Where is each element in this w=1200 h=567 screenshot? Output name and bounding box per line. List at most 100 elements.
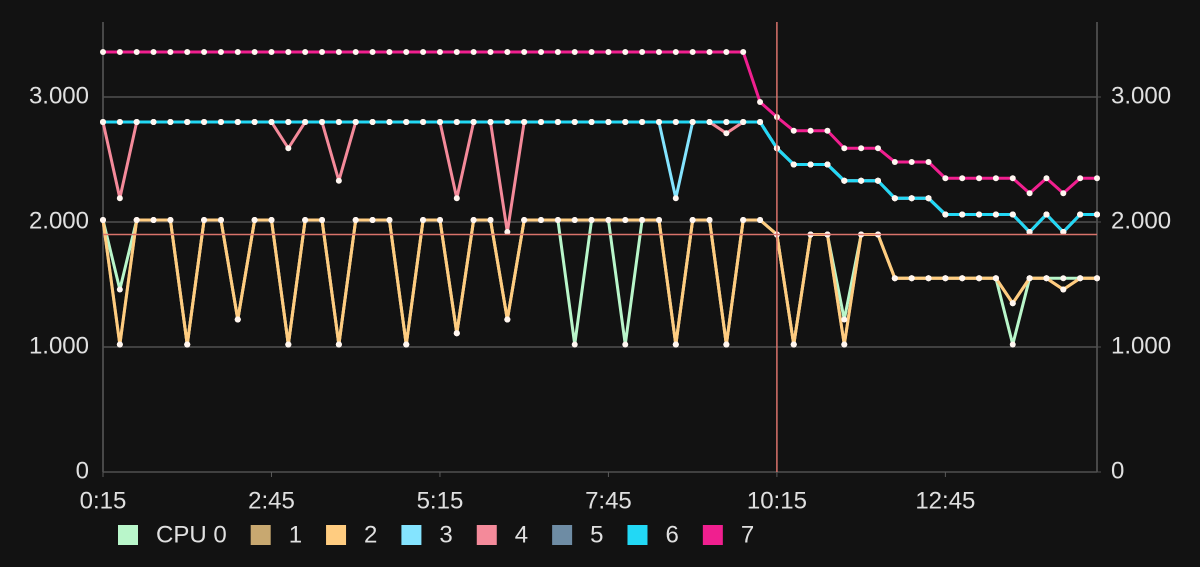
data-point xyxy=(1009,341,1016,348)
data-point xyxy=(1026,190,1033,197)
data-point xyxy=(167,119,174,125)
data-point xyxy=(992,275,999,282)
data-point xyxy=(841,341,848,348)
data-point xyxy=(908,159,915,165)
data-point xyxy=(976,275,983,282)
y2-tick-label: 0 xyxy=(1111,457,1124,484)
data-point xyxy=(403,341,410,348)
data-point xyxy=(521,49,528,55)
data-point xyxy=(740,119,747,125)
data-point xyxy=(655,119,662,125)
data-point xyxy=(335,341,342,348)
data-point xyxy=(757,217,764,223)
data-point xyxy=(133,49,140,55)
data-point xyxy=(976,211,983,218)
data-point xyxy=(740,49,747,55)
data-point xyxy=(436,49,443,55)
data-point xyxy=(285,341,292,348)
data-point xyxy=(740,217,747,223)
data-point xyxy=(335,119,342,125)
data-point xyxy=(622,341,629,348)
x-tick-label: 7:45 xyxy=(585,487,632,514)
data-point xyxy=(622,119,629,125)
data-point xyxy=(942,275,949,282)
y-tick-label: 3.000 xyxy=(29,82,89,109)
data-point xyxy=(639,119,646,125)
data-point xyxy=(1009,300,1016,307)
data-point xyxy=(100,217,106,223)
data-point xyxy=(622,49,629,55)
y2-tick-label: 2.000 xyxy=(1111,207,1171,234)
data-point xyxy=(150,217,157,223)
data-point xyxy=(858,177,865,184)
data-point xyxy=(571,119,578,125)
data-point xyxy=(453,49,460,55)
data-point xyxy=(1060,190,1067,197)
data-point xyxy=(1009,211,1016,218)
data-point xyxy=(470,49,477,55)
data-point xyxy=(605,49,612,55)
data-point xyxy=(757,99,764,105)
data-point xyxy=(1009,175,1016,182)
data-point xyxy=(588,49,595,55)
data-point xyxy=(470,217,477,223)
data-point xyxy=(201,49,208,55)
data-point xyxy=(487,49,494,55)
data-point xyxy=(504,229,511,235)
data-point xyxy=(672,119,679,125)
data-point xyxy=(453,330,460,337)
data-point xyxy=(420,217,427,223)
data-point xyxy=(1043,175,1050,182)
data-point xyxy=(319,119,326,125)
data-point xyxy=(116,286,123,293)
data-point xyxy=(925,195,932,202)
data-point xyxy=(285,119,292,125)
data-point xyxy=(167,49,174,55)
data-point xyxy=(268,49,275,55)
data-point xyxy=(201,119,208,125)
x-tick-label: 10:15 xyxy=(747,487,807,514)
data-point xyxy=(841,316,848,323)
data-point xyxy=(672,195,679,202)
data-point xyxy=(605,217,612,223)
data-point xyxy=(807,161,814,168)
data-point xyxy=(217,119,224,125)
y-tick-label: 1.000 xyxy=(29,332,89,359)
data-point xyxy=(588,217,595,223)
data-point xyxy=(521,119,528,125)
data-point xyxy=(706,49,713,55)
data-point xyxy=(858,145,865,152)
legend-swatch xyxy=(627,525,648,545)
data-point xyxy=(386,49,393,55)
data-point xyxy=(352,217,359,223)
data-point xyxy=(689,49,696,55)
data-point xyxy=(1026,229,1033,235)
data-point xyxy=(470,119,477,125)
data-point xyxy=(184,49,191,55)
data-point xyxy=(167,217,174,223)
data-point xyxy=(554,49,561,55)
data-point xyxy=(386,119,393,125)
data-point xyxy=(1094,275,1100,282)
data-point xyxy=(1043,275,1050,282)
data-point xyxy=(757,119,764,125)
data-point xyxy=(335,49,342,55)
data-point xyxy=(335,177,342,184)
data-point xyxy=(251,119,258,125)
data-point xyxy=(268,217,275,223)
data-point xyxy=(874,145,881,152)
data-point xyxy=(184,119,191,125)
data-point xyxy=(891,195,898,202)
data-point xyxy=(352,49,359,55)
data-point xyxy=(201,217,208,223)
legend-swatch xyxy=(118,525,138,545)
data-point xyxy=(1094,211,1100,218)
data-point xyxy=(234,316,241,323)
data-point xyxy=(116,195,123,202)
legend-swatch xyxy=(702,525,723,545)
data-point xyxy=(992,175,999,182)
legend-label: 7 xyxy=(741,521,754,548)
data-point xyxy=(251,49,258,55)
data-point xyxy=(723,49,730,55)
data-point xyxy=(571,217,578,223)
